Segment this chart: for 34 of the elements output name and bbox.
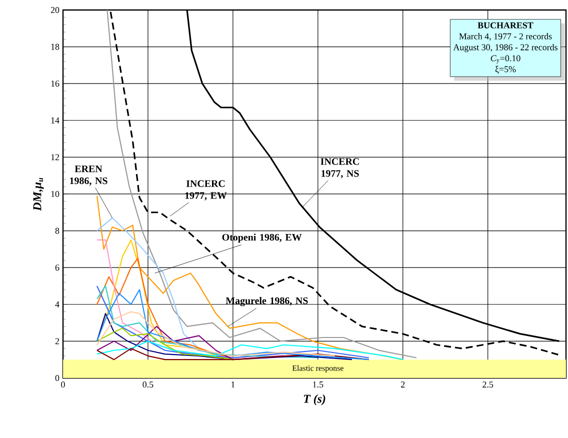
y-axis-title: DM,μ$_{u}$ xyxy=(33,178,44,211)
y-tick-label: 14 xyxy=(51,117,60,124)
y-tick-label: 8 xyxy=(55,228,60,234)
annotation: C$_{y}$=0.10 xyxy=(490,55,520,64)
annotation: August 30, 1986 - 22 records xyxy=(453,44,558,52)
line-series xyxy=(96,285,318,358)
y-tick-label: 10 xyxy=(51,190,60,198)
annotation: INCERC 1977, NS xyxy=(320,158,359,178)
y-tick-label: 18 xyxy=(51,44,60,50)
y-tick-label: 4 xyxy=(55,301,60,308)
line-series xyxy=(96,326,284,360)
x-tick-label: 2.5 xyxy=(482,382,494,388)
line-series xyxy=(96,328,234,360)
y-tick-label: 0 xyxy=(55,374,60,382)
annotation: INCERC 1977, EW xyxy=(185,180,227,200)
line-series xyxy=(96,313,352,360)
line-series xyxy=(106,10,418,358)
annotation: EREN 1986, NS xyxy=(70,166,108,186)
y-tick-label: 12 xyxy=(51,154,59,160)
y-tick-label: 20 xyxy=(50,6,60,14)
x-tick-label: 2 xyxy=(401,382,405,388)
line-series xyxy=(96,340,404,360)
y-tick-label: 16 xyxy=(51,80,60,87)
x-tick-label: 0 xyxy=(61,382,65,388)
x-axis-title: T (s) xyxy=(304,394,326,406)
annotation: March 4, 1977 - 2 records xyxy=(459,33,552,41)
x-tick-label: 1.5 xyxy=(313,382,324,388)
y-tick-label: 6 xyxy=(55,264,60,271)
y-tick-label: 2 xyxy=(55,338,59,344)
annotation: ξ=5% xyxy=(495,66,516,74)
annotation: BUCHAREST xyxy=(478,22,534,28)
x-tick-label: 0.5 xyxy=(142,382,154,388)
x-tick-label: 1 xyxy=(231,382,235,388)
line-series xyxy=(96,311,336,356)
